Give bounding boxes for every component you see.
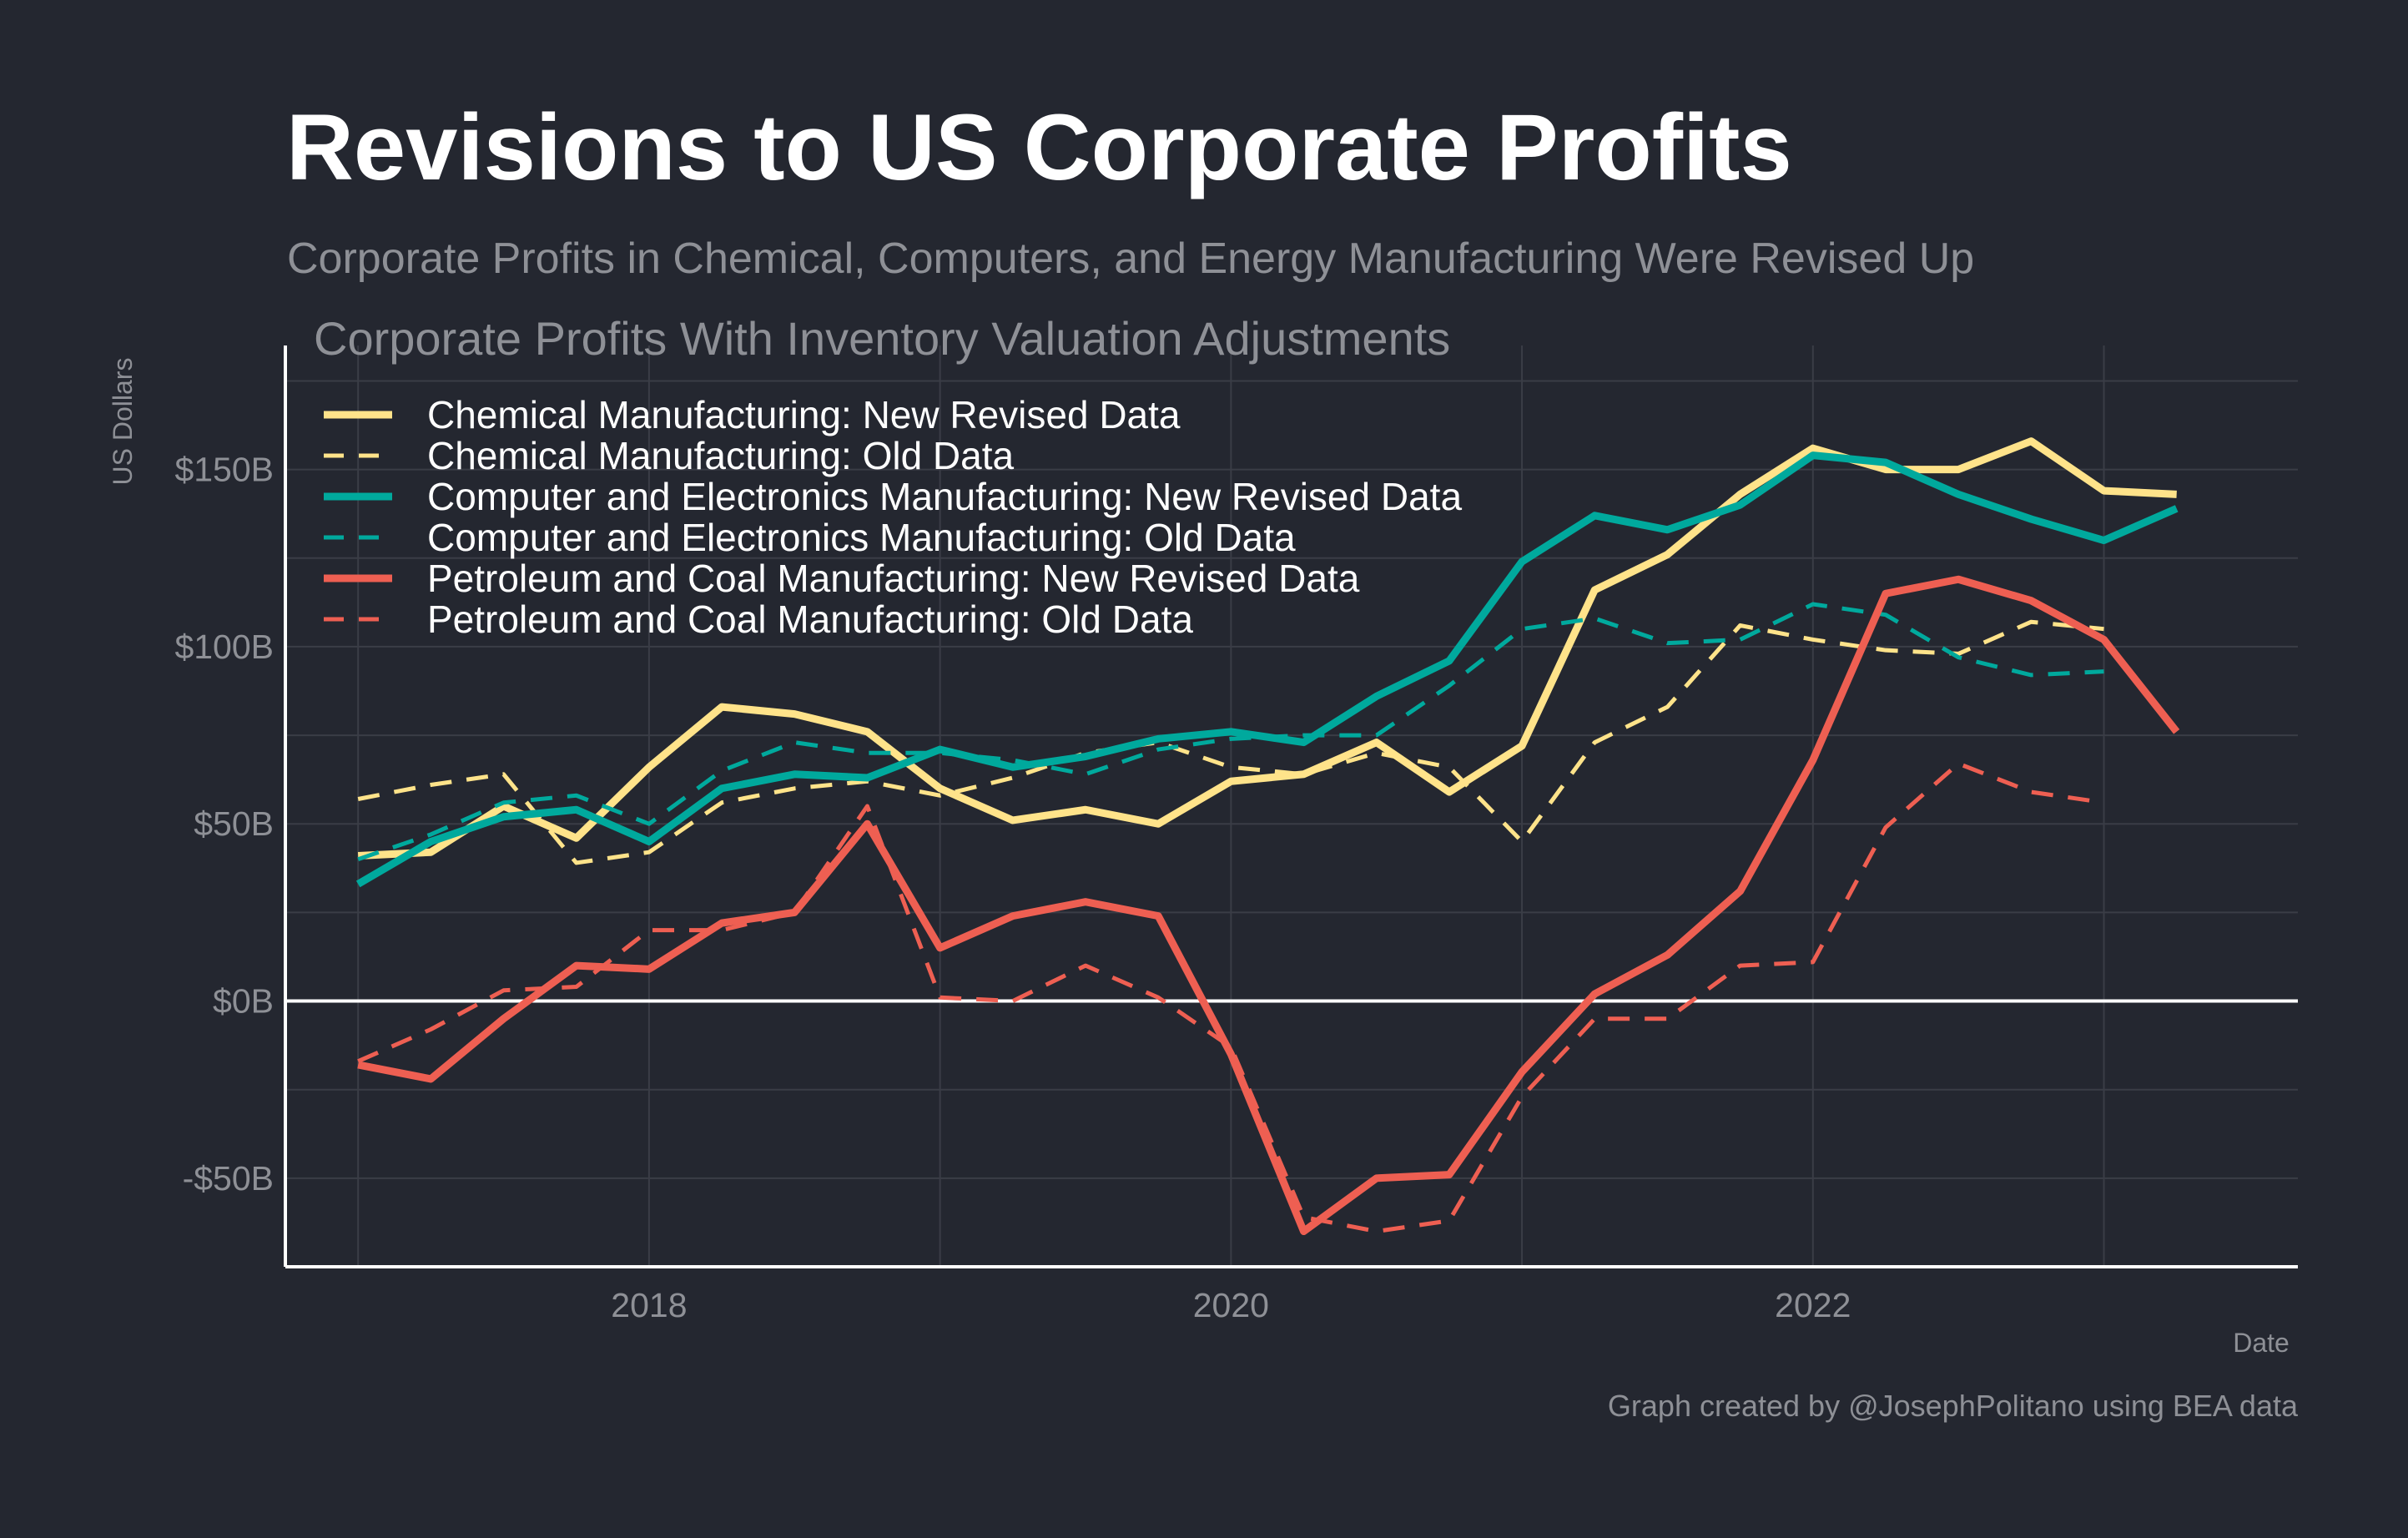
series-lines [355, 437, 2180, 1236]
x-tick-label: 2022 [1775, 1286, 1851, 1324]
y-axis-label: US Dollars [108, 358, 138, 486]
inner-title: Corporate Profits With Inventory Valuati… [314, 312, 1450, 365]
series-line-4 [357, 575, 2180, 1236]
y-tick-label: $150B [174, 451, 274, 489]
series-line-5 [357, 761, 2104, 1234]
y-tick-label: $0B [213, 982, 274, 1021]
legend-label: Petroleum and Coal Manufacturing: New Re… [427, 557, 1360, 600]
y-tick-label: -$50B [183, 1159, 274, 1198]
series-line-1 [357, 619, 2104, 865]
grid [285, 345, 2298, 1268]
axes: -$50B $0B $50B $100B $150B 2018 2020 2022 [174, 345, 2298, 1324]
x-tick-label: 2020 [1193, 1286, 1269, 1324]
chart-title: Revisions to US Corporate Profits [286, 95, 1792, 199]
legend-label: Computer and Electronics Manufacturing: … [427, 516, 1296, 559]
x-tick-label: 2018 [611, 1286, 687, 1324]
x-axis-label: Date [2233, 1328, 2290, 1358]
series-line-3 [357, 602, 2104, 862]
chart-subtitle: Corporate Profits in Chemical, Computers… [287, 234, 1975, 283]
legend-label: Chemical Manufacturing: New Revised Data [427, 393, 1181, 436]
series-line-0 [357, 437, 2177, 860]
legend-label: Computer and Electronics Manufacturing: … [427, 475, 1462, 518]
legend-label: Chemical Manufacturing: Old Data [427, 434, 1015, 477]
y-tick-label: $100B [174, 628, 274, 666]
legend: Chemical Manufacturing: New Revised Data… [324, 393, 1462, 641]
chart-caption: Graph created by @JosephPolitano using B… [1607, 1389, 2298, 1423]
y-tick-label: $50B [194, 804, 274, 843]
legend-label: Petroleum and Coal Manufacturing: Old Da… [427, 598, 1193, 641]
